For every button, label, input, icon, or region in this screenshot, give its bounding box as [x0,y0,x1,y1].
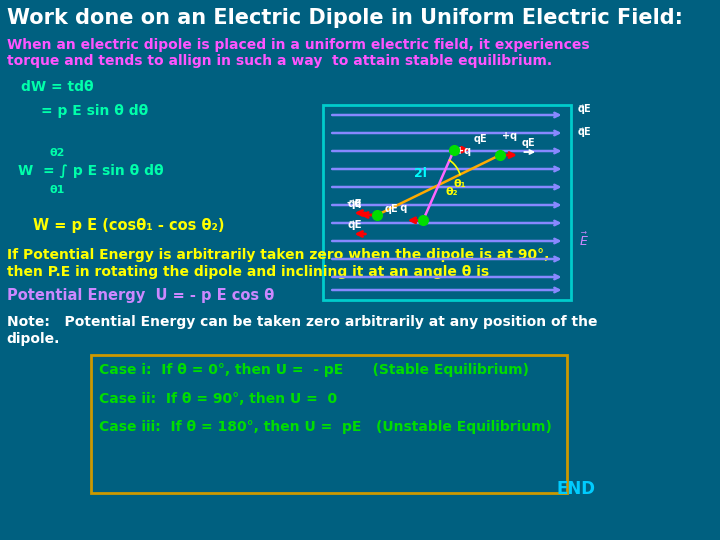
Text: Case ii:  If θ = 90°, then U =  0: Case ii: If θ = 90°, then U = 0 [99,392,338,406]
Text: dipole.: dipole. [6,332,60,346]
Text: θ2: θ2 [50,148,65,158]
Text: Work done on an Electric Dipole in Uniform Electric Field:: Work done on an Electric Dipole in Unifo… [6,8,683,28]
Text: When an electric dipole is placed in a uniform electric field, it experiences: When an electric dipole is placed in a u… [6,38,589,52]
Text: θ₂: θ₂ [445,187,458,197]
Text: Note:   Potential Energy can be taken zero arbitrarily at any position of the: Note: Potential Energy can be taken zero… [6,315,597,329]
Text: then P.E in rotating the dipole and inclining it at an angle θ is: then P.E in rotating the dipole and incl… [6,265,489,279]
Text: Case i:  If θ = 0°, then U =  - pE      (Stable Equilibrium): Case i: If θ = 0°, then U = - pE (Stable… [99,363,529,377]
Text: Case iii:  If θ = 180°, then U =  pE   (Unstable Equilibrium): Case iii: If θ = 180°, then U = pE (Unst… [99,420,552,434]
Text: q⃗E: q⃗E [577,127,591,137]
Text: 2l: 2l [414,167,427,180]
Text: $\vec{E}$: $\vec{E}$ [580,232,589,249]
Text: If Potential Energy is arbitrarily taken zero when the dipole is at 90°,: If Potential Energy is arbitrarily taken… [6,248,549,262]
Text: q⃗E: q⃗E [577,104,591,114]
Text: dW = tdθ: dW = tdθ [21,80,94,94]
Text: +q: +q [456,146,471,156]
Text: θ1: θ1 [50,185,65,195]
Text: - q: - q [348,198,361,208]
Text: = p E sin θ dθ: = p E sin θ dθ [41,104,148,118]
Text: q⃗E: q⃗E [348,199,362,209]
Text: W = p E (cosθ₁ - cos θ₂): W = p E (cosθ₁ - cos θ₂) [33,218,225,233]
Text: qE: qE [521,138,535,148]
Text: qE: qE [385,204,399,214]
Bar [323,105,571,300]
Text: qE: qE [474,134,487,144]
Bar [91,355,567,493]
Text: q⃗E: q⃗E [348,220,362,230]
Text: END: END [556,480,595,498]
Text: +q: +q [502,131,517,141]
Text: W  = ∫ p E sin θ dθ: W = ∫ p E sin θ dθ [18,164,164,178]
Text: - q: - q [393,204,408,213]
Text: Potential Energy  U = - p E cos θ: Potential Energy U = - p E cos θ [6,288,274,303]
Text: θ₁: θ₁ [454,179,466,189]
Text: torque and tends to allign in such a way  to attain stable equilibrium.: torque and tends to allign in such a way… [6,54,552,68]
